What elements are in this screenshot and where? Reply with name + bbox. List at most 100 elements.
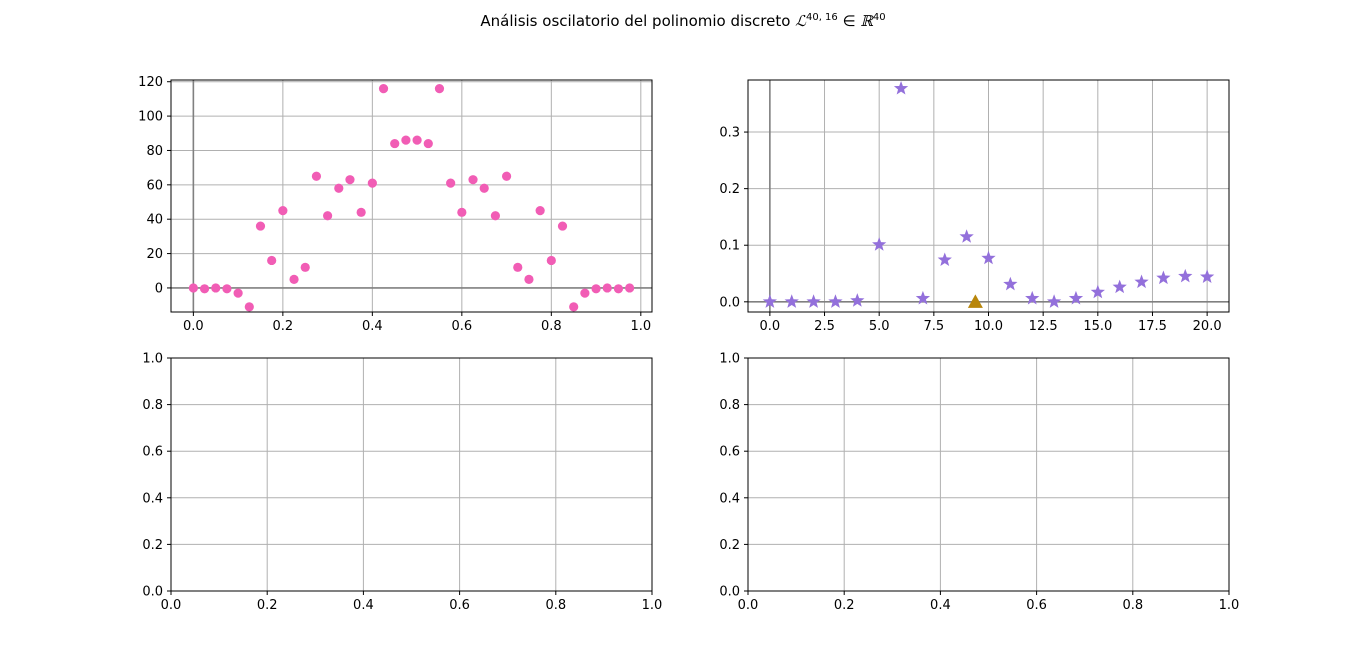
x-tick-label: 0.8: [1122, 598, 1143, 613]
data-point: [323, 211, 333, 221]
data-point: [356, 207, 366, 217]
x-tick-label: 0.6: [451, 319, 472, 334]
data-point: [524, 274, 534, 284]
figure-title: Análisis oscilatorio del polinomio discr…: [0, 12, 1366, 30]
data-point: [569, 302, 579, 312]
data-point: [345, 175, 355, 185]
data-point: [457, 207, 467, 217]
y-tick-label: 0.8: [719, 398, 740, 413]
x-tick-label: 0.2: [273, 319, 294, 334]
data-point-star: [1178, 268, 1193, 283]
data-point-star: [1025, 290, 1040, 305]
y-tick-label: 0.3: [719, 126, 740, 141]
x-tick-label: 1.0: [630, 319, 651, 334]
data-point-star: [1046, 294, 1062, 308]
axes-frame: [747, 357, 1230, 592]
x-tick-label: 10.0: [974, 319, 1003, 334]
y-tick-label: 0.6: [719, 445, 740, 460]
data-point: [468, 175, 478, 185]
title-superscript: 40, 16: [805, 12, 838, 23]
data-point: [188, 283, 198, 293]
y-tick-label: 120: [138, 75, 163, 90]
data-point: [267, 255, 277, 266]
data-point: [401, 135, 411, 145]
y-tick-label: 40: [146, 213, 163, 228]
data-point: [300, 262, 310, 272]
data-point-star: [1090, 284, 1105, 299]
data-point-star: [893, 80, 909, 95]
data-point: [446, 178, 456, 188]
data-point: [490, 211, 500, 221]
x-tick-label: 0.4: [353, 598, 374, 613]
y-tick-label: 100: [138, 110, 163, 125]
y-tick-label: 0.4: [142, 491, 163, 506]
x-tick-label: 1.0: [642, 598, 663, 613]
title-space: ℝ: [860, 12, 873, 30]
data-point-star: [828, 294, 843, 308]
data-point: [199, 284, 210, 294]
data-point-star: [937, 252, 952, 267]
x-tick-label: 0.6: [1026, 598, 1047, 613]
title-relation: ∈: [837, 12, 861, 30]
y-tick-label: 0.1: [719, 239, 740, 254]
data-point-star: [762, 294, 777, 308]
y-tick-label: 1.0: [142, 352, 163, 367]
x-tick-label: 2.5: [814, 319, 835, 334]
data-point: [557, 221, 568, 231]
x-tick-label: 15.0: [1083, 319, 1112, 334]
data-point-star: [959, 229, 974, 243]
y-tick-label: 0.2: [719, 538, 740, 553]
data-point: [613, 284, 624, 294]
x-tick-label: 0.4: [362, 319, 383, 334]
data-point-star: [1156, 270, 1171, 285]
y-tick-label: 20: [146, 247, 163, 262]
title-space-superscript: 40: [872, 12, 886, 23]
data-point-star: [1200, 269, 1215, 283]
data-point: [244, 302, 254, 312]
axes-frame: [170, 357, 653, 592]
data-point-star: [806, 294, 821, 308]
y-tick-label: 0: [155, 281, 163, 296]
x-tick-label: 20.0: [1193, 319, 1222, 334]
data-point: [546, 255, 556, 266]
data-point: [222, 284, 232, 294]
x-tick-label: 17.5: [1138, 319, 1167, 334]
data-point: [513, 262, 523, 272]
data-point: [367, 178, 377, 188]
y-tick-label: 0.2: [142, 538, 163, 553]
data-point: [211, 283, 221, 293]
panel-top-right: 0.0 2.5 5.0 7.5 10.0 12.5 15.0 17.5 20.0 0.0 0.1 0.…: [719, 79, 1230, 334]
data-point: [378, 83, 389, 94]
y-tick-label: 60: [146, 178, 163, 193]
data-point: [412, 135, 422, 145]
data-point: [602, 283, 612, 293]
title-prefix: Análisis oscilatorio del polinomio discr…: [480, 12, 796, 30]
x-tick-label: 0.0: [183, 319, 204, 334]
title-symbol: ℒ: [795, 12, 806, 30]
panel-bottom-right: 0.0 0.2 0.4 0.6 0.8 1.0 0.0 0.2 0.4 0.6 0.8 1.0: [719, 352, 1239, 614]
y-tick-label: 0.6: [142, 445, 163, 460]
x-tick-label: 7.5: [923, 319, 944, 334]
x-tick-label: 0.0: [760, 319, 781, 334]
y-tick-label: 1.0: [719, 352, 740, 367]
data-point-star: [784, 294, 799, 308]
data-point: [278, 206, 288, 216]
triangle-marker: [967, 294, 983, 308]
data-point-star: [1003, 276, 1018, 291]
x-tick-label: 0.2: [257, 598, 278, 613]
data-point: [580, 288, 590, 298]
x-tick-label: 0.4: [930, 598, 951, 613]
data-point: [591, 284, 601, 294]
data-point: [625, 283, 635, 293]
x-tick-label: 0.2: [834, 598, 855, 613]
panel-top-left: 0.0 0.2 0.4 0.6 0.8 1.0 0 20 40 60 80 100 120: [138, 75, 653, 334]
data-point-star: [1068, 290, 1084, 305]
x-tick-label: 1.0: [1219, 598, 1240, 613]
x-tick-label: 0.6: [449, 598, 470, 613]
data-point: [423, 138, 433, 149]
data-point: [233, 288, 243, 298]
axes-frame: [170, 79, 653, 313]
data-point-star: [981, 250, 996, 265]
x-tick-label: 5.0: [869, 319, 890, 334]
